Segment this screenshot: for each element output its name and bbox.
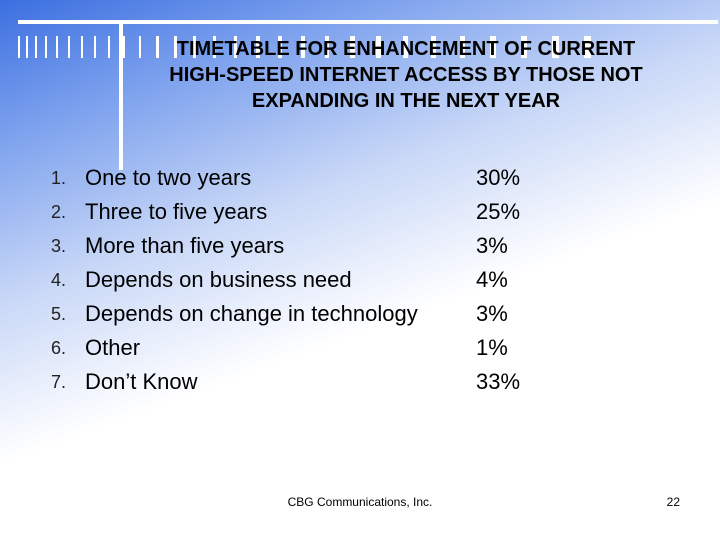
page-number: 22 [666, 495, 680, 509]
item-label: One to two years [85, 165, 252, 190]
item-label: Three to five years [85, 199, 268, 224]
decorative-bar [81, 36, 83, 58]
item-number: 1. [50, 168, 66, 188]
item-percent: 3% [476, 233, 508, 258]
decorative-bar [256, 36, 260, 58]
decorative-bar [139, 36, 141, 58]
list-item: 7. Don’t Know 33% [0, 365, 720, 399]
decorative-bar [193, 36, 196, 58]
decorative-bar [94, 36, 96, 58]
item-number: 7. [50, 372, 66, 392]
item-percent: 25% [476, 199, 521, 224]
decorative-bar [552, 36, 559, 58]
decorative-vertical-line [119, 20, 123, 170]
item-number: 5. [50, 304, 66, 324]
decorative-bar [174, 36, 177, 58]
decorative-bar [521, 36, 527, 58]
decorative-bar [123, 36, 125, 58]
decorative-bar [108, 36, 110, 58]
list-item: 4. Depends on business need 4% [0, 263, 720, 297]
footer-company: CBG Communications, Inc. [287, 495, 433, 509]
item-number: 4. [50, 270, 66, 290]
decorative-horizontal-line [18, 20, 718, 24]
list-item: 3. More than five years 3% [0, 229, 720, 263]
decorative-bar [156, 36, 159, 58]
decorative-bar [325, 36, 329, 58]
decorative-bar [234, 36, 237, 58]
item-label: More than five years [85, 233, 285, 258]
item-label: Depends on business need [85, 267, 352, 292]
item-number: 2. [50, 202, 66, 222]
decorative-bar [68, 36, 70, 58]
item-number: 3. [50, 236, 66, 256]
decorative-bar [431, 36, 436, 58]
item-percent: 33% [476, 369, 521, 394]
item-percent: 30% [476, 165, 521, 190]
decorative-bar [56, 36, 58, 58]
decorative-bar [490, 36, 496, 58]
item-label: Don’t Know [85, 369, 198, 394]
item-label: Other [85, 335, 141, 360]
list-item: 1. One to two years 30% [0, 161, 720, 195]
decorative-bar [35, 36, 37, 58]
decorative-bar [350, 36, 355, 58]
list-item: 5. Depends on change in technology 3% [0, 297, 720, 331]
decorative-bar [403, 36, 408, 58]
decorative-bar [376, 36, 381, 58]
decorative-bar [18, 36, 20, 58]
item-percent: 4% [476, 267, 508, 292]
item-percent: 1% [476, 335, 508, 360]
decorative-bar [26, 36, 28, 58]
list-item: 2. Three to five years 25% [0, 195, 720, 229]
item-percent: 3% [476, 301, 508, 326]
list-item: 6. Other 1% [0, 331, 720, 365]
decorative-bar [460, 36, 465, 58]
slide-title: TIMETABLE FOR ENHANCEMENT OF CURRENT HIG… [169, 38, 643, 112]
decorative-bar [45, 36, 47, 58]
decorative-bar [278, 36, 282, 58]
decorative-bar [301, 36, 305, 58]
decorative-bar [213, 36, 216, 58]
decorative-bar [584, 36, 591, 58]
decorative-bars [18, 36, 718, 58]
item-number: 6. [50, 338, 66, 358]
item-label: Depends on change in technology [85, 301, 418, 326]
